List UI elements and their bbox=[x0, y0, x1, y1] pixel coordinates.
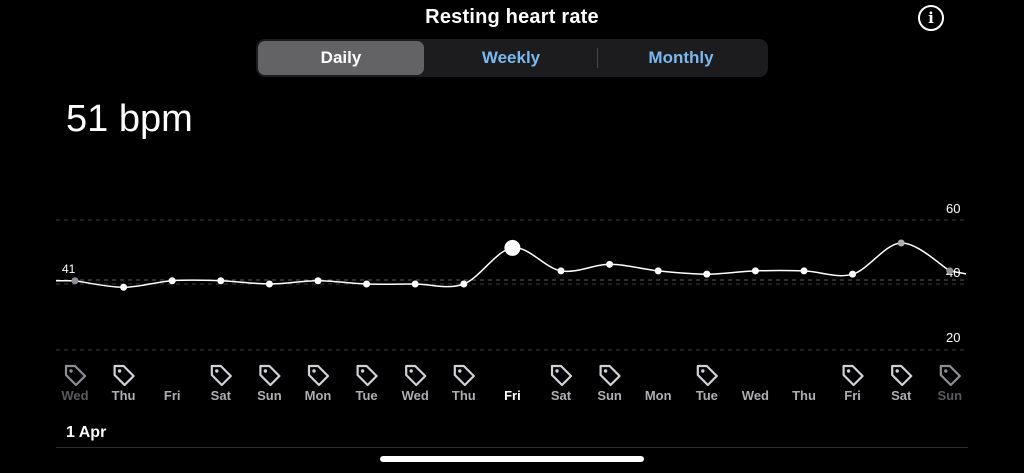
tag-icon[interactable] bbox=[696, 364, 718, 387]
data-point[interactable] bbox=[217, 277, 225, 285]
data-point[interactable] bbox=[849, 270, 857, 278]
x-axis-day-label[interactable]: Sat bbox=[891, 388, 912, 403]
tag-icon[interactable] bbox=[550, 364, 573, 387]
page-title: Resting heart rate bbox=[425, 6, 599, 28]
x-axis-day-label[interactable]: Sun bbox=[597, 388, 622, 403]
x-axis-day-label[interactable]: Wed bbox=[742, 388, 769, 403]
tag-icon[interactable] bbox=[307, 364, 330, 387]
info-icon[interactable]: i bbox=[918, 5, 944, 31]
x-axis-day-label[interactable]: Tue bbox=[696, 388, 718, 403]
tag-icon[interactable] bbox=[405, 364, 427, 387]
y-tick-20: 20 bbox=[946, 330, 960, 345]
data-point[interactable] bbox=[606, 260, 614, 268]
x-axis-day-label[interactable]: Thu bbox=[452, 388, 476, 403]
data-point[interactable] bbox=[168, 277, 176, 285]
data-point[interactable] bbox=[703, 270, 711, 278]
data-point[interactable] bbox=[946, 267, 954, 275]
data-point[interactable] bbox=[897, 239, 905, 247]
tag-icon[interactable] bbox=[599, 364, 621, 387]
bottom-divider bbox=[56, 447, 968, 448]
x-axis-day-label[interactable]: Thu bbox=[792, 388, 816, 403]
x-axis-day-label[interactable]: Mon bbox=[645, 388, 672, 403]
x-axis-day-label[interactable]: Wed bbox=[61, 388, 88, 403]
tag-icon[interactable] bbox=[113, 364, 135, 387]
tag-icon[interactable] bbox=[259, 364, 281, 387]
x-axis-day-label[interactable]: Tue bbox=[356, 388, 378, 403]
tag-icon[interactable] bbox=[210, 364, 232, 387]
data-point[interactable] bbox=[751, 267, 759, 275]
tag-icon[interactable] bbox=[64, 364, 87, 387]
data-point[interactable] bbox=[411, 280, 419, 288]
selected-data-point[interactable] bbox=[504, 239, 521, 256]
data-point[interactable] bbox=[71, 277, 79, 285]
date-label: 1 Apr bbox=[66, 424, 107, 441]
segment-divider bbox=[597, 48, 598, 68]
x-axis-day-label[interactable]: Sat bbox=[211, 388, 232, 403]
x-axis-day-label[interactable]: Fri bbox=[844, 388, 861, 403]
baseline-label: 41 bbox=[62, 262, 76, 276]
data-point[interactable] bbox=[460, 280, 468, 288]
x-axis-day-label[interactable]: Mon bbox=[305, 388, 332, 403]
tag-icon[interactable] bbox=[842, 364, 864, 387]
y-tick-60: 60 bbox=[946, 201, 960, 216]
x-axis-day-label[interactable]: Sat bbox=[551, 388, 572, 403]
tag-icon[interactable] bbox=[453, 364, 475, 387]
x-axis-day-label[interactable]: Sun bbox=[938, 388, 963, 403]
segment-daily[interactable]: Daily bbox=[258, 41, 424, 75]
segment-monthly[interactable]: Monthly bbox=[648, 48, 714, 67]
tag-icon[interactable] bbox=[939, 364, 961, 387]
x-axis-day-label[interactable]: Fri bbox=[164, 388, 181, 403]
data-point[interactable] bbox=[265, 280, 273, 288]
data-point[interactable] bbox=[363, 280, 371, 288]
data-point[interactable] bbox=[557, 267, 565, 275]
x-axis-day-label[interactable]: Fri bbox=[504, 388, 521, 403]
x-axis-day-label[interactable]: Wed bbox=[402, 388, 429, 403]
current-value: 51 bpm bbox=[66, 98, 193, 140]
data-point[interactable] bbox=[800, 267, 808, 275]
period-segmented-control: Daily Weekly Monthly bbox=[256, 39, 768, 77]
x-axis-day-label[interactable]: Sun bbox=[257, 388, 282, 403]
segment-weekly[interactable]: Weekly bbox=[481, 48, 541, 67]
tag-icon[interactable] bbox=[891, 364, 913, 387]
data-point[interactable] bbox=[314, 277, 322, 285]
home-indicator[interactable] bbox=[380, 456, 644, 462]
tag-icon[interactable] bbox=[356, 364, 378, 387]
data-point[interactable] bbox=[654, 267, 662, 275]
x-axis-day-label[interactable]: Thu bbox=[112, 388, 136, 403]
data-point[interactable] bbox=[120, 283, 128, 291]
